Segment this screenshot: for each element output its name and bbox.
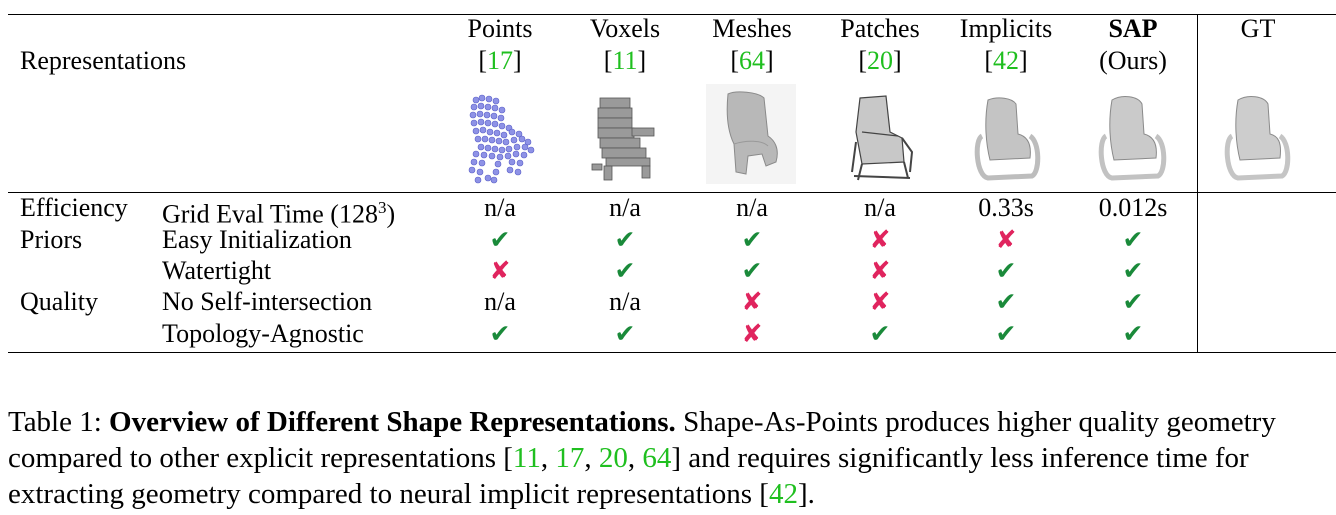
caption-text: Shape-As-Points produces higher quality … xyxy=(8,406,1276,474)
check-icon: ✔ xyxy=(614,319,636,348)
check-icon: ✔ xyxy=(869,319,891,348)
check-icon: ✔ xyxy=(1122,225,1144,254)
category-quality: Quality xyxy=(20,287,98,316)
check-icon: ✔ xyxy=(995,256,1017,285)
property-text: Grid Eval Time (128 xyxy=(162,199,378,229)
bottom-rule xyxy=(8,352,1336,353)
citation-link[interactable]: 11 xyxy=(512,442,541,474)
check-icon: ✔ xyxy=(1122,256,1144,285)
col-voxels-name: Voxels xyxy=(589,14,661,43)
top-rule xyxy=(8,14,1336,15)
col-points-name: Points xyxy=(467,14,533,43)
property-watertight: Watertight xyxy=(162,256,272,285)
property-topology-agnostic: Topology-Agnostic xyxy=(162,319,364,348)
citation-link[interactable]: 42 xyxy=(993,46,1019,75)
col-voxels-ref: [11] xyxy=(603,46,647,75)
cell-value: n/a xyxy=(736,193,768,222)
table-caption: Table 1: Overview of Different Shape Rep… xyxy=(8,406,1276,510)
mid-rule xyxy=(8,192,1336,193)
citation-link[interactable]: 64 xyxy=(642,442,672,474)
citation-link[interactable]: 42 xyxy=(768,478,798,510)
category-efficiency: Efficiency xyxy=(20,193,128,222)
cross-icon: ✘ xyxy=(869,256,891,285)
citation-link[interactable]: 17 xyxy=(487,46,513,75)
check-icon: ✔ xyxy=(995,287,1017,316)
gt-chair-image xyxy=(1224,96,1291,181)
check-icon: ✔ xyxy=(489,319,511,348)
superscript: 3 xyxy=(377,198,387,217)
cell-value: n/a xyxy=(609,287,641,316)
cross-icon: ✘ xyxy=(741,287,763,316)
check-icon: ✔ xyxy=(741,225,763,254)
col-points-ref: [17] xyxy=(478,46,522,75)
col-patches-name: Patches xyxy=(840,14,920,43)
citation-link[interactable]: 17 xyxy=(555,442,585,474)
citation-link[interactable]: 20 xyxy=(598,442,628,474)
patches-chair-image xyxy=(851,95,914,181)
cell-value: n/a xyxy=(864,193,896,222)
caption-text: ] and requires significantly less infere… xyxy=(8,442,1249,510)
property-grid-eval-time: Grid Eval Time (1283) xyxy=(162,193,395,230)
check-icon: ✔ xyxy=(614,225,636,254)
points-chair-image xyxy=(468,94,535,184)
cross-icon: ✘ xyxy=(489,256,511,285)
property-easy-init: Easy Initialization xyxy=(162,225,352,254)
col-implicits-name: Implicits xyxy=(959,14,1053,43)
col-meshes-name: Meshes xyxy=(712,14,792,43)
property-text-end: ) xyxy=(386,199,396,229)
check-icon: ✔ xyxy=(1122,319,1144,348)
caption-title: Overview of Different Shape Representati… xyxy=(109,406,676,438)
check-icon: ✔ xyxy=(489,225,511,254)
citation-link[interactable]: 64 xyxy=(739,46,765,75)
meshes-chair-image xyxy=(706,84,796,184)
col-patches-ref: [20] xyxy=(858,46,902,75)
sap-chair-image xyxy=(1098,96,1167,181)
citation-link[interactable]: 20 xyxy=(867,46,893,75)
property-no-self-intersection: No Self-intersection xyxy=(162,287,373,316)
check-icon: ✔ xyxy=(1122,287,1144,316)
representations-label: Representations xyxy=(20,46,187,75)
check-icon: ✔ xyxy=(995,319,1017,348)
cell-value: n/a xyxy=(609,193,641,222)
check-icon: ✔ xyxy=(741,256,763,285)
col-sap-name: SAP xyxy=(1108,14,1158,43)
cell-value: n/a xyxy=(484,193,516,222)
cross-icon: ✘ xyxy=(869,287,891,316)
category-priors: Priors xyxy=(20,225,83,254)
col-sap-ref: (Ours) xyxy=(1099,46,1167,75)
voxels-chair-image xyxy=(591,97,655,181)
col-gt-name: GT xyxy=(1240,14,1276,43)
col-meshes-ref: [64] xyxy=(730,46,774,75)
cell-value: n/a xyxy=(484,287,516,316)
cross-icon: ✘ xyxy=(869,225,891,254)
check-icon: ✔ xyxy=(614,256,636,285)
col-implicits-ref: [42] xyxy=(984,46,1028,75)
implicits-chair-image xyxy=(974,97,1041,181)
caption-text: ]. xyxy=(797,478,815,510)
caption-label: Table 1: xyxy=(8,406,110,438)
citation-link[interactable]: 11 xyxy=(612,46,638,75)
gt-separator xyxy=(1197,15,1198,352)
cell-value: 0.012s xyxy=(1098,193,1168,222)
cell-value: 0.33s xyxy=(978,193,1034,222)
cross-icon: ✘ xyxy=(741,319,763,348)
cross-icon: ✘ xyxy=(995,225,1017,254)
